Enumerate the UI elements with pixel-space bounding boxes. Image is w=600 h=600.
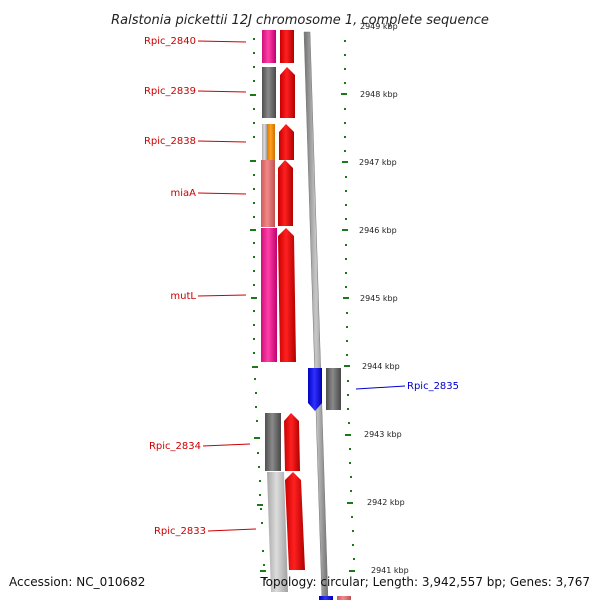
inner-tick-ring <box>250 38 266 580</box>
gene-block-rpic-2835 <box>326 368 341 410</box>
gene-block-rpic-2839 <box>262 67 276 118</box>
forward-cds-track <box>278 30 305 570</box>
gene-block-rpic-2833 <box>267 472 288 592</box>
cds-miaA <box>278 160 293 226</box>
cds-mutL <box>278 228 296 362</box>
cds-partial-bottom <box>319 596 333 600</box>
gene-block-rpic-2838-a <box>262 124 267 160</box>
topology-text: Topology: circular; Length: 3,942,557 bp… <box>259 575 590 589</box>
cds-rpic-2833 <box>285 472 305 570</box>
ruler-label: 2949 kbp <box>360 22 398 31</box>
gene-label: Rpic_2834 <box>149 441 201 452</box>
ruler-label: 2948 kbp <box>360 90 398 99</box>
cds-rpic-2835 <box>308 368 322 411</box>
cds-rpic-2839 <box>280 67 295 118</box>
gene-block-mutL <box>261 228 277 362</box>
ruler-label: 2947 kbp <box>359 158 397 167</box>
gene-label: Rpic_2839 <box>144 86 196 97</box>
gene-labels: Rpic_2840 Rpic_2839 Rpic_2838 miaA mutL … <box>144 36 459 537</box>
sequence-backbone <box>303 31 329 600</box>
gene-block-rpic-2834 <box>265 413 281 471</box>
gene-label: Rpic_2835 <box>407 381 459 392</box>
ruler-label: 2941 kbp <box>371 566 409 575</box>
ruler-label: 2945 kbp <box>360 294 398 303</box>
feature-track: 2949 kbp 2948 kbp 2947 kbp 2946 kbp 2945… <box>144 22 459 600</box>
label-leaders <box>197 40 406 532</box>
map-title: Ralstonia pickettii 12J chromosome 1, co… <box>111 13 489 28</box>
reverse-cds-track <box>308 368 351 600</box>
gene-block-partial-bottom <box>337 596 351 600</box>
gene-label: Rpic_2838 <box>144 136 196 147</box>
gene-block-miaA <box>261 160 275 227</box>
ruler-label: 2944 kbp <box>362 362 400 371</box>
ruler-label: 2943 kbp <box>364 430 402 439</box>
gene-label: mutL <box>170 291 196 302</box>
cds-rpic-2838 <box>279 124 294 160</box>
outer-tick-ring <box>341 40 355 572</box>
cds-rpic-2840 <box>280 30 294 63</box>
kbp-ruler: 2949 kbp 2948 kbp 2947 kbp 2946 kbp 2945… <box>359 22 409 575</box>
cog-track <box>261 30 288 592</box>
cds-rpic-2834 <box>284 413 300 471</box>
gene-block-rpic-2840 <box>262 30 276 63</box>
ruler-label: 2942 kbp <box>367 498 405 507</box>
gene-block-rpic-2838-b <box>267 124 275 160</box>
accession-text: Accession: NC_010682 <box>9 575 145 589</box>
gene-label: Rpic_2833 <box>154 526 206 537</box>
gene-label: Rpic_2840 <box>144 36 196 47</box>
ruler-label: 2946 kbp <box>359 226 397 235</box>
gene-label: miaA <box>171 188 197 199</box>
